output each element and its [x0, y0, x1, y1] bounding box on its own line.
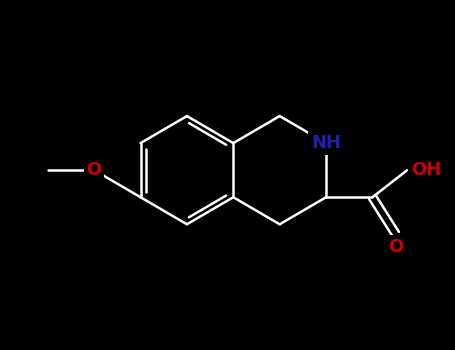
Text: NH: NH: [311, 134, 341, 152]
Text: O: O: [86, 161, 102, 179]
Text: OH: OH: [411, 161, 441, 179]
Text: O: O: [388, 238, 403, 256]
